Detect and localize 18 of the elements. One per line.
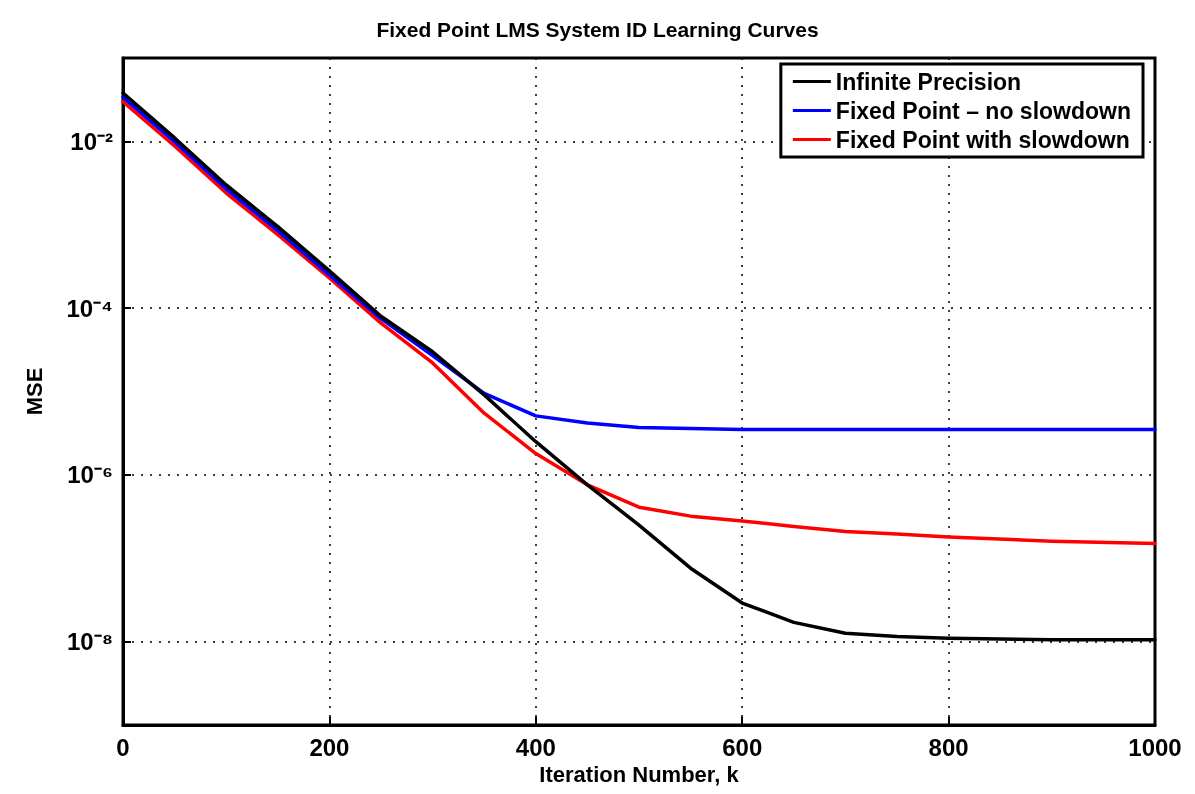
y-tick-label: 10⁻⁶: [67, 461, 113, 489]
legend-label: Fixed Point – no slowdown: [835, 97, 1131, 124]
legend-label: Infinite Precision: [835, 68, 1022, 95]
x-tick-label: 600: [722, 733, 763, 761]
chart-title: Fixed Point LMS System ID Learning Curves: [376, 18, 819, 41]
x-tick-label: 400: [515, 733, 556, 761]
x-tick-label: 800: [928, 733, 969, 761]
x-tick-label: 1000: [1128, 733, 1182, 761]
x-tick-label: 200: [309, 733, 350, 761]
y-tick-label: 10⁻⁴: [66, 294, 113, 322]
legend-label: Fixed Point with slowdown: [835, 126, 1130, 153]
y-axis-title: MSE: [21, 367, 47, 416]
y-tick-label: 10⁻²: [70, 127, 114, 155]
line-series: [121, 99, 1157, 546]
line-series: [121, 95, 1157, 432]
x-tick-label: 0: [116, 733, 130, 761]
y-tick-label: 10⁻⁸: [66, 628, 113, 656]
x-axis-title: Iteration Number, k: [539, 762, 740, 788]
